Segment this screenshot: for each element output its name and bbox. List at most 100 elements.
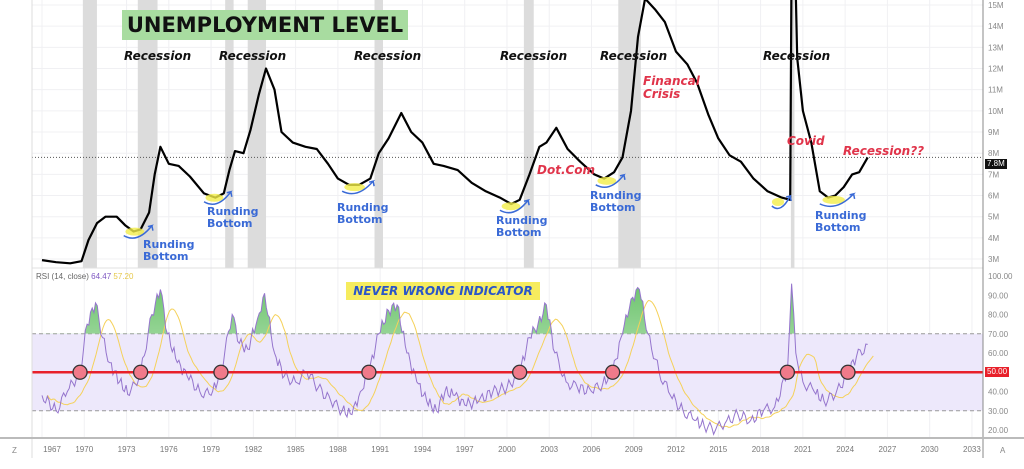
- y-tick-label: 13M: [988, 43, 1004, 52]
- y-tick-label: 7M: [988, 170, 999, 179]
- x-tick-label: 2021: [794, 445, 812, 454]
- x-tick-label: 1982: [244, 445, 262, 454]
- rsi-tick-label: 30.00: [988, 407, 1009, 416]
- recession-label: Recession: [763, 49, 831, 63]
- label-line: Runding: [207, 205, 259, 218]
- bottom-highlight: [344, 183, 365, 192]
- rsi-tick-label: 20.00: [988, 426, 1009, 435]
- recession-label: Recession: [600, 49, 668, 63]
- rounding-bottom-arrow: [203, 190, 233, 205]
- x-tick-label: 1967: [43, 445, 61, 454]
- x-tick-label: 2030: [921, 445, 939, 454]
- rsi-legend[interactable]: RSI (14, close) 64.47 57.20: [36, 272, 133, 281]
- y-tick-label: 4M: [988, 234, 999, 243]
- bottom-highlight: [205, 193, 224, 202]
- signal-circle: [213, 364, 229, 380]
- bottom-highlight: [597, 176, 617, 185]
- label-line: Bottom: [337, 213, 383, 226]
- y-tick-label: 8M: [988, 149, 999, 158]
- axis-zoom-button[interactable]: Z: [12, 446, 17, 455]
- last-value-tag: 7.8M: [985, 159, 1007, 169]
- rsi-legend-ma-value: 57.20: [113, 272, 134, 281]
- recession-band: [82, 0, 97, 268]
- rsi-tick-label: 100.00: [988, 272, 1013, 281]
- rsi-tick-label: 70.00: [988, 330, 1009, 339]
- label-line: Bottom: [207, 217, 253, 230]
- unemployment-line: [41, 0, 869, 265]
- rsi-level-tag: 50.00: [985, 367, 1010, 377]
- recession-band: [247, 0, 267, 268]
- rounding-bottom-arrow: [595, 173, 626, 188]
- bottom-highlight: [771, 197, 785, 206]
- rounding-bottom-arrow: [771, 194, 792, 210]
- recession-band: [225, 0, 234, 268]
- x-tick-label: 1985: [287, 445, 305, 454]
- rsi-legend-value: 64.47: [91, 272, 112, 281]
- rounding-bottom-label: Runding Bottom: [815, 210, 866, 234]
- rsi-tick-label: 80.00: [988, 311, 1009, 320]
- rsi-ma-line: [47, 299, 874, 428]
- rounding-bottom-arrow: [341, 179, 376, 195]
- recession-band: [374, 0, 383, 268]
- label-line: Bottom: [143, 250, 189, 263]
- x-tick-label: 2012: [667, 445, 685, 454]
- signal-circle: [72, 364, 88, 380]
- label-line: Financal: [643, 74, 700, 88]
- x-tick-label: 2003: [540, 445, 558, 454]
- y-tick-label: 3M: [988, 255, 999, 264]
- x-tick-label: 2033: [963, 445, 981, 454]
- label-line: Runding: [815, 209, 867, 222]
- rsi-tick-label: 60.00: [988, 349, 1009, 358]
- y-tick-label: 15M: [988, 1, 1004, 10]
- x-tick-label: 1991: [371, 445, 389, 454]
- rsi-tick-label: 90.00: [988, 291, 1009, 300]
- recession-label: Recession: [124, 49, 192, 63]
- x-tick-label: 2009: [625, 445, 643, 454]
- label-line: Bottom: [815, 221, 861, 234]
- rsi-line: [41, 283, 868, 436]
- bottom-highlight: [501, 202, 521, 211]
- recession-label: Recession: [219, 49, 287, 63]
- recession-band: [137, 0, 158, 268]
- y-tick-label: 11M: [988, 86, 1003, 95]
- rounding-bottom-label: Runding Bottom: [143, 239, 194, 263]
- y-tick-label: 6M: [988, 192, 999, 201]
- rounding-bottom-label: Runding Bottom: [590, 190, 641, 214]
- rounding-bottom-label: Runding Bottom: [207, 206, 258, 230]
- label-line: Crisis: [643, 87, 681, 101]
- recession-question-label: Recession??: [843, 144, 925, 158]
- recession-band: [790, 0, 795, 268]
- covid-label: Covid: [787, 134, 825, 148]
- label-line: Runding: [337, 201, 389, 214]
- dotcom-label: Dot.Com: [537, 163, 596, 177]
- x-tick-label: 2000: [498, 445, 516, 454]
- y-tick-label: 12M: [988, 65, 1004, 74]
- rounding-bottom-label: Runding Bottom: [496, 215, 547, 239]
- x-tick-label: 1976: [160, 445, 178, 454]
- x-tick-label: 1997: [456, 445, 474, 454]
- signal-circle: [840, 364, 856, 380]
- y-tick-label: 9M: [988, 128, 999, 137]
- label-line: Bottom: [590, 201, 636, 214]
- signal-circle: [779, 364, 796, 380]
- rsi-legend-name: RSI (14, close): [36, 272, 89, 281]
- indicator-banner: NEVER WRONG INDICATOR: [346, 282, 540, 300]
- label-line: Runding: [143, 238, 195, 251]
- rsi-tick-label: 40.00: [988, 388, 1009, 397]
- rounding-bottom-label: Runding Bottom: [337, 202, 388, 226]
- y-tick-label: 5M: [988, 213, 999, 222]
- bottom-highlight: [822, 195, 845, 204]
- x-tick-label: 2027: [879, 445, 897, 454]
- auto-scale-button[interactable]: A: [1000, 446, 1006, 455]
- signal-circle: [604, 364, 621, 380]
- chart-title: UNEMPLOYMENT LEVEL: [122, 10, 408, 40]
- recession-label: Recession: [500, 49, 568, 63]
- x-tick-label: 1994: [414, 445, 432, 454]
- x-tick-label: 2006: [583, 445, 601, 454]
- signal-circle: [361, 364, 377, 380]
- x-tick-label: 1970: [75, 445, 93, 454]
- x-tick-label: 2015: [709, 445, 727, 454]
- signal-circle: [132, 364, 149, 380]
- x-tick-label: 1973: [118, 445, 136, 454]
